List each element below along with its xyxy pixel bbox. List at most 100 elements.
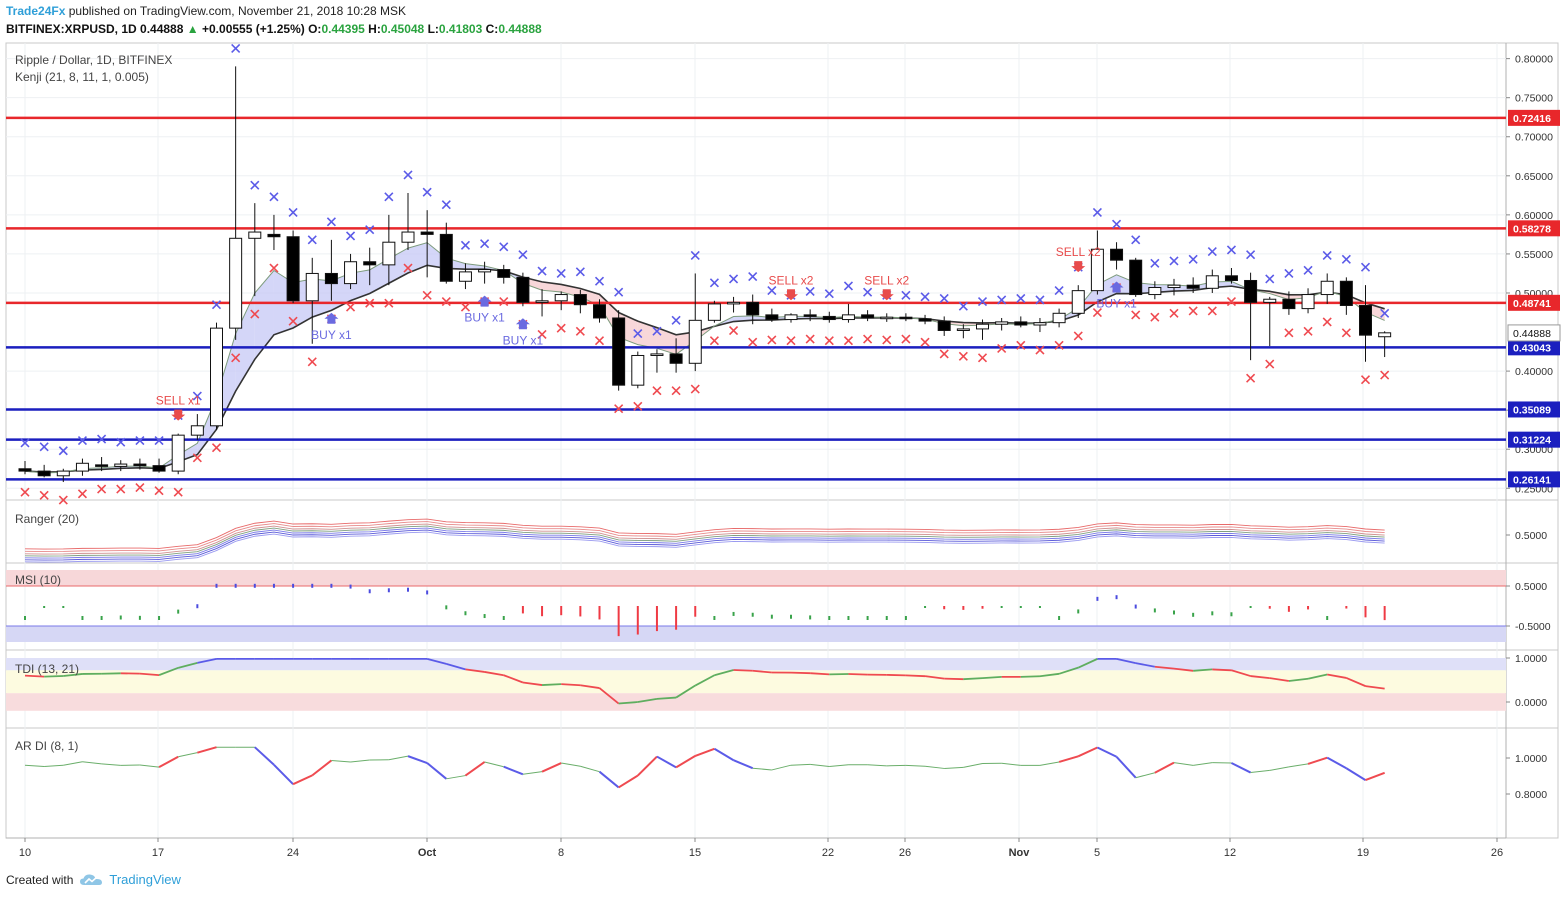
x-stroke [1322, 250, 1332, 261]
tdi-line-segment [1269, 677, 1290, 682]
x-stroke [709, 278, 719, 288]
x-stroke [1303, 265, 1313, 275]
candle-body [248, 231, 262, 239]
candle-body [899, 316, 913, 320]
signal-x-marker [1303, 265, 1313, 275]
tdi-line-segment [1135, 662, 1156, 668]
candle-body [1359, 304, 1372, 336]
signal-x-marker [1226, 297, 1237, 307]
x-stroke [135, 436, 145, 446]
candle-body [114, 463, 128, 467]
candle-body [497, 269, 511, 278]
tdi-middle-zone [6, 670, 1506, 694]
sell-arrow-icon [171, 409, 186, 421]
candle-body [478, 269, 492, 273]
footer: Created with TradingView [6, 872, 181, 887]
tdi-line-segment [1307, 673, 1328, 680]
x-stroke [537, 329, 547, 339]
signal-x-marker [882, 335, 892, 345]
signal-x-marker [518, 250, 528, 260]
published-text: published on TradingView.com, November 2… [68, 4, 407, 18]
tdi-upper-zone [6, 658, 1506, 671]
level-price-label: 0.43043 [1513, 342, 1551, 354]
x-stroke [843, 281, 854, 291]
x-stroke [460, 240, 471, 250]
candle-body [573, 294, 587, 306]
tdi-tick-label: 0.0000 [1515, 697, 1547, 709]
x-stroke [997, 343, 1007, 354]
signal-x-marker [594, 336, 605, 346]
price-tick-label: 0.55000 [1515, 249, 1553, 261]
tdi-line-segment [598, 687, 620, 705]
msi-indicator-label[interactable]: MSI (10) [15, 573, 62, 587]
ardi-line-segment [197, 746, 217, 754]
kenji-indicator-label[interactable]: Kenji (21, 8, 11, 1, 0.005) [15, 70, 149, 84]
quote-line: BITFINEX:XRPUSD, 1D 0.44888 ▲ +0.00555 (… [6, 21, 542, 37]
ardi-line-segment [446, 775, 466, 780]
x-stroke [1246, 250, 1256, 260]
ardi-line-segment [675, 755, 696, 769]
tdi-line-segment [503, 674, 524, 684]
level-price-tag [1508, 471, 1560, 488]
candle-body [267, 233, 281, 238]
signal-x-marker [1360, 262, 1371, 272]
ardi-line-segment [1077, 746, 1098, 758]
signal-x-marker [1284, 268, 1294, 278]
x-stroke [1092, 307, 1102, 318]
candle-body [650, 353, 664, 356]
signal-x-marker [135, 482, 145, 493]
signal-x-marker [1246, 373, 1256, 383]
change-value: +0.00555 (+1.25%) [202, 22, 305, 36]
candle-body [1014, 321, 1028, 326]
ardi-line-segment [618, 774, 639, 789]
x-stroke [231, 353, 241, 363]
time-tick-label: 8 [558, 847, 564, 859]
tdi-line-segment [139, 672, 160, 677]
x-stroke [345, 231, 356, 241]
candle-body [75, 462, 89, 472]
signal-x-marker [1207, 306, 1217, 316]
x-stroke [748, 337, 758, 347]
signal-x-marker [97, 484, 107, 494]
x-stroke [1265, 274, 1275, 284]
ardi-line-segment [1001, 762, 1021, 766]
signal-x-marker [288, 316, 298, 326]
signal-x-marker [1035, 295, 1045, 305]
signal-x-marker [1150, 312, 1160, 322]
signal-x-marker [460, 240, 471, 250]
msi-upper-zone [6, 570, 1506, 586]
brand-name[interactable]: Trade24Fx [6, 4, 66, 18]
signal-x-marker [690, 384, 700, 394]
x-stroke [614, 404, 624, 414]
x-stroke [805, 334, 815, 344]
signal-x-marker [269, 263, 279, 273]
signal-x-marker [39, 442, 49, 452]
candle-body [803, 314, 817, 317]
candle-body [1167, 284, 1181, 289]
x-stroke [1360, 375, 1371, 385]
tdi-indicator-label[interactable]: TDI (13, 21) [15, 662, 80, 676]
x-stroke [671, 315, 681, 325]
x-stroke [250, 309, 260, 319]
candle-body [880, 316, 894, 320]
signal-x-marker [173, 487, 183, 497]
x-stroke [231, 43, 241, 54]
ardi-line-segment [331, 759, 351, 763]
signal-x-marker [939, 293, 949, 303]
low-label: L: [427, 22, 439, 36]
signal-x-marker [556, 268, 566, 278]
ardi-indicator-label[interactable]: AR DI (8, 1) [15, 739, 79, 753]
ranger-indicator-label[interactable]: Ranger (20) [15, 512, 80, 526]
tdi-line-segment [426, 658, 447, 665]
signal-x-marker [422, 187, 432, 197]
tdi-line-segment [1039, 672, 1060, 678]
price-tick-label: 0.40000 [1515, 366, 1553, 378]
x-stroke [671, 386, 681, 396]
kenji-fast-line [24, 242, 1385, 474]
tradingview-link[interactable]: TradingView [109, 872, 181, 887]
x-stroke [441, 297, 451, 307]
signal-x-marker [690, 250, 700, 261]
candle-body [669, 353, 683, 364]
tdi-line-segment [44, 675, 64, 678]
